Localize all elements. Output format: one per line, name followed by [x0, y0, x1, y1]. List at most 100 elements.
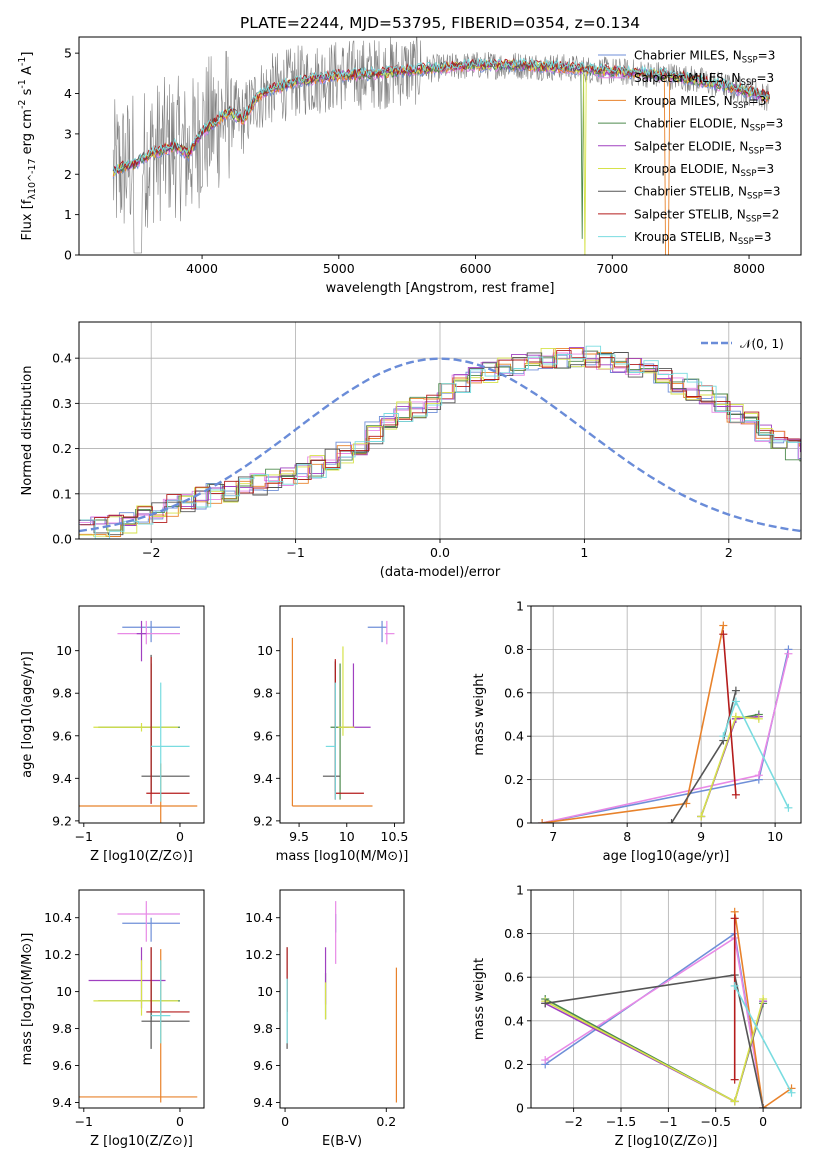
marker-salpeter-miles: [541, 1056, 550, 1065]
label-part: Salpeter STELIB, N: [634, 207, 746, 221]
y-axis-label: age [log10(age/yr)]: [20, 651, 35, 778]
label-part: A: [20, 66, 35, 79]
x-axis-label: (data-model)/error: [380, 565, 501, 580]
x-tick-label: 0: [281, 1114, 289, 1129]
weight-line-kroupa-miles: [733, 911, 792, 1108]
marker-chabrier-stelib: [541, 999, 550, 1008]
label-part: s: [20, 88, 35, 99]
label-part: SSP: [741, 78, 757, 88]
y-tick-label: 0.8: [504, 926, 524, 941]
label-part: -2: [17, 100, 28, 109]
marker-kroupa-stelib: [784, 803, 793, 812]
plot-area-z-age: [79, 620, 198, 823]
label-part: -1: [17, 79, 28, 88]
label-part: mass [log10(M/M⊙)]: [20, 933, 35, 1066]
y-tick-label: 9.4: [52, 1095, 72, 1110]
y-tick-label: 3: [64, 126, 72, 141]
label-part: -1: [17, 57, 28, 66]
axes-frame: [279, 889, 405, 1109]
label-part: E(B-V): [322, 1134, 362, 1149]
panel-z-age: −1 0 9.2 9.4 9.6 9.8 10 Z [log10(Z/Z⊙)] age [log…: [20, 605, 205, 864]
y-tick-label: 0: [516, 816, 524, 831]
x-tick-label: 10: [767, 829, 783, 844]
y-tick-label: 10.4: [44, 910, 72, 925]
y-tick-label: 9.4: [253, 1095, 273, 1110]
y-tick-label: 10.2: [245, 947, 273, 962]
label-part: ]: [20, 52, 35, 57]
legend-label-normal: 𝒩(0, 1): [740, 337, 784, 351]
legend-label-chabrier-stelib: Chabrier STELIB, NSSP=3: [634, 185, 781, 202]
y-tick-label: 2: [64, 167, 72, 182]
marker-kroupa-elodie: [754, 714, 763, 723]
label-part: age [log10(age/yr)]: [20, 651, 35, 778]
x-tick-label: 10: [339, 829, 355, 844]
y-tick-label: 10: [257, 643, 273, 658]
y-tick-label: 9.4: [253, 771, 273, 786]
marker-salpeter-miles: [784, 649, 793, 658]
x-tick-label: 0: [176, 1114, 184, 1129]
plot-area-weight-age: [538, 621, 793, 823]
model-line-chabrier-stelib: [112, 58, 770, 173]
y-tick-label: 10: [257, 984, 273, 999]
panel-weight-z: −2 −1.5 −1 −0.5 0 0 0.2 0.4 0.6 0.8 1 Z [log10(Z/Z⊙…: [472, 883, 802, 1149]
y-axis-label: Normed distribution: [20, 366, 35, 496]
histogram-chabrier-elodie: [79, 350, 801, 531]
y-tick-label: 9.2: [52, 813, 72, 828]
y-tick-label: 10: [56, 984, 72, 999]
label-part: λ10^-17: [27, 158, 38, 199]
marker-kroupa-miles: [538, 819, 547, 823]
marker-kroupa-stelib: [787, 1088, 796, 1097]
plot-area-weight-z: [541, 907, 796, 1108]
x-tick-label: −1: [75, 829, 93, 844]
y-tick-label: 9.6: [253, 728, 273, 743]
label-part: =3: [758, 49, 776, 63]
label-part: mass weight: [472, 673, 487, 755]
y-tick-label: 9.4: [52, 771, 72, 786]
histogram-kroupa-miles: [79, 347, 801, 537]
label-part: (data-model)/error: [380, 565, 501, 580]
marker-chabrier-stelib: [759, 1104, 768, 1108]
x-tick-label: −2: [564, 1114, 582, 1129]
label-part: =3: [764, 139, 782, 153]
model-line-kroupa-stelib: [112, 57, 770, 174]
plot-area-spectrum: [112, 37, 770, 255]
label-part: Kroupa STELIB, N: [634, 230, 738, 244]
panel-weight-age: 7 8 9 10 0 0.2 0.4 0.6 0.8 1 age [log10(age/yr)] ma…: [472, 599, 802, 864]
label-part: Salpeter ELODIE, N: [634, 139, 748, 153]
label-part: Chabrier STELIB, N: [634, 185, 747, 199]
label-part: SSP: [747, 192, 763, 202]
x-axis-label: Z [log10(Z/Z⊙)]: [90, 849, 193, 864]
y-axis-label: mass weight: [472, 673, 487, 755]
legend-label-kroupa-elodie: Kroupa ELODIE, NSSP=3: [634, 162, 774, 179]
y-tick-label: 0.4: [52, 351, 72, 366]
weight-line-salpeter-stelib: [722, 634, 737, 795]
x-tick-label: 0: [176, 829, 184, 844]
marker-kroupa-elodie: [730, 1097, 739, 1106]
x-axis-label: mass [log10(M/M⊙)]: [276, 849, 409, 864]
histogram-chabrier-stelib: [79, 352, 801, 536]
legend-label-chabrier-miles: Chabrier MILES, NSSP=3: [634, 49, 775, 66]
x-tick-label: 10.5: [381, 829, 409, 844]
y-tick-label: 9.6: [52, 728, 72, 743]
marker-kroupa-stelib: [719, 732, 728, 741]
plot-area-z-mass: [79, 901, 198, 1103]
label-part: =2: [762, 207, 780, 221]
label-part: =3: [754, 230, 772, 244]
y-tick-label: 0.8: [504, 642, 524, 657]
histogram-salpeter-stelib: [80, 350, 801, 526]
y-tick-label: 9.2: [253, 813, 273, 828]
y-tick-label: 0.2: [52, 441, 72, 456]
x-tick-label: −1: [75, 1114, 93, 1129]
x-tick-label: −1: [286, 545, 304, 560]
label-part: Kroupa MILES, N: [634, 94, 733, 108]
y-tick-label: 0: [516, 1101, 524, 1116]
axes-frame: [530, 889, 802, 1109]
label-part: =3: [756, 162, 774, 176]
weight-line-salpeter-miles: [544, 936, 764, 1108]
weight-line-kroupa-miles: [541, 625, 725, 823]
label-part: SSP: [738, 237, 754, 247]
weight-line-chabrier-stelib: [670, 690, 737, 823]
y-tick-label: 1: [516, 599, 524, 614]
marker-kroupa-stelib: [731, 697, 740, 706]
